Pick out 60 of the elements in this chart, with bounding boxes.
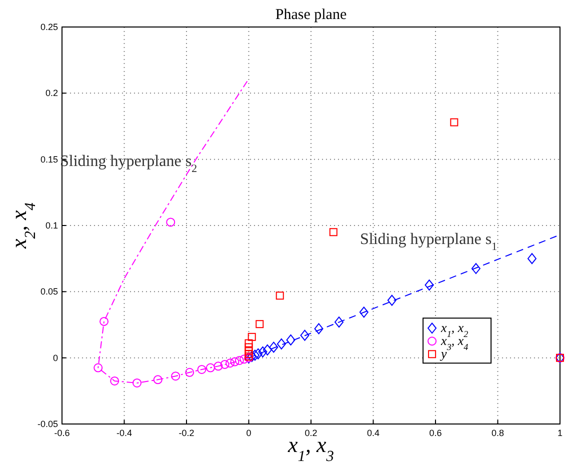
point bbox=[234, 356, 244, 365]
y-tick-label: 0.25 bbox=[40, 22, 58, 32]
point bbox=[214, 362, 223, 371]
point bbox=[100, 316, 109, 326]
y-tick-label: -0.05 bbox=[37, 419, 58, 429]
point bbox=[359, 306, 368, 318]
point bbox=[244, 350, 253, 358]
point bbox=[254, 348, 263, 360]
point bbox=[171, 372, 180, 381]
point bbox=[527, 253, 536, 264]
point bbox=[329, 228, 338, 236]
point bbox=[153, 375, 162, 384]
point bbox=[197, 364, 206, 374]
y-tick-label: 0.15 bbox=[40, 154, 58, 164]
point bbox=[387, 294, 396, 306]
point bbox=[262, 344, 272, 356]
point bbox=[206, 363, 215, 372]
point bbox=[286, 334, 296, 346]
x-tick-label: 0.8 bbox=[491, 428, 504, 438]
point bbox=[248, 332, 256, 341]
x-tick-label: 0.6 bbox=[429, 428, 442, 438]
y-tick-label: 0.2 bbox=[45, 88, 58, 98]
point bbox=[269, 342, 278, 353]
x-tick-label: -0.4 bbox=[116, 428, 132, 438]
point bbox=[244, 339, 253, 348]
point bbox=[300, 330, 310, 341]
point bbox=[94, 363, 103, 372]
point bbox=[276, 292, 284, 300]
point bbox=[250, 350, 260, 361]
point bbox=[132, 378, 142, 388]
y-tick-label: 0.1 bbox=[45, 220, 58, 230]
point bbox=[424, 280, 434, 291]
y-tick-label: 0.05 bbox=[40, 286, 58, 297]
point bbox=[256, 320, 264, 328]
legend-label: x$_{1}$, x$_{2}$ bbox=[440, 320, 469, 340]
point bbox=[276, 338, 286, 350]
x-tick-label: 0.4 bbox=[366, 428, 380, 438]
x-tick-label: -0.2 bbox=[178, 428, 194, 438]
point bbox=[471, 263, 480, 274]
point bbox=[450, 118, 458, 126]
point bbox=[110, 376, 120, 386]
chart-title: Phase plane bbox=[275, 7, 347, 23]
point bbox=[240, 354, 249, 364]
point bbox=[220, 360, 230, 369]
point bbox=[230, 357, 240, 366]
x-tick-label: -0.6 bbox=[54, 428, 70, 438]
x-tick-label: 0.2 bbox=[304, 428, 318, 438]
point bbox=[185, 368, 194, 377]
point bbox=[258, 346, 268, 358]
annotation: Sliding hyperplane s$_{1}$ bbox=[360, 231, 498, 253]
point bbox=[247, 351, 256, 362]
point bbox=[166, 218, 176, 227]
x-tick-label: 0 bbox=[246, 428, 252, 438]
point bbox=[314, 323, 324, 334]
point bbox=[226, 358, 235, 368]
y-tick-label: 0 bbox=[52, 352, 58, 363]
point bbox=[244, 347, 253, 356]
point bbox=[334, 316, 344, 328]
legend-label: y bbox=[439, 346, 448, 362]
x-tick-label: 1 bbox=[557, 428, 563, 438]
